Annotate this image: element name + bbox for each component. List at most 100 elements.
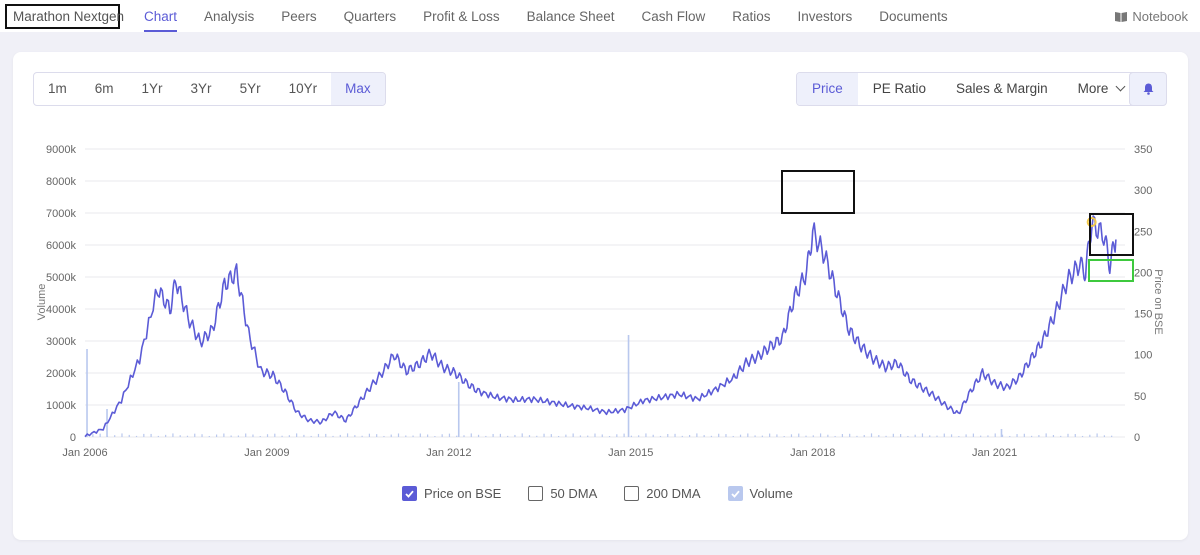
notebook-link[interactable]: Notebook [1115,9,1188,24]
volume-bar [980,435,982,437]
legend-50-dma[interactable]: 50 DMA [528,486,597,501]
tab-balance-sheet[interactable]: Balance Sheet [526,9,615,24]
volume-bar [936,435,938,437]
range-1m[interactable]: 1m [48,81,67,96]
volume-bar [769,433,771,437]
company-name[interactable]: Marathon Nextgen [5,4,124,29]
x-tick-label: Jan 2009 [244,447,289,459]
volume-bar [812,435,814,437]
volume-bar [281,435,283,437]
volume-bar [776,434,778,437]
y-left-tick-label: 3000k [46,336,76,348]
legend-label: Price on BSE [424,486,502,501]
volume-bar [383,435,385,437]
volume-bar [929,435,931,437]
y-left-tick-label: 4000k [46,304,76,316]
y-right-tick-label: 200 [1134,267,1152,279]
tab-cash-flow[interactable]: Cash Flow [641,9,706,24]
volume-bar [412,435,414,437]
volume-bar [710,435,713,437]
range-1yr[interactable]: 1Yr [141,81,163,96]
volume-bar [427,434,429,437]
volume-bar [972,433,974,437]
volume-bar [405,435,407,437]
volume-bar [572,433,574,437]
legend-volume[interactable]: Volume [727,486,793,501]
price-chart[interactable]: 0 1000k 2000k 3000k 4000k 5000k 6000k 7000k 8000… [0,130,1200,475]
volume-bar [725,434,727,437]
tab-quarters[interactable]: Quarters [343,9,397,24]
y-left-tick-label: 9000k [46,144,76,156]
x-tick-label: Jan 2012 [426,447,471,459]
volume-bar [1067,433,1069,437]
volume-bar [943,433,945,437]
volume-bar [674,433,676,437]
top-navigation: Marathon Nextgen Chart Analysis Peers Qu… [0,0,1200,32]
volume-bar [368,433,371,437]
tab-profit-loss[interactable]: Profit & Loss [423,9,500,24]
volume-bar [863,435,865,437]
volume-bar [245,433,247,437]
legend-label: 50 DMA [550,486,598,501]
volume-bar [354,435,356,437]
volume-bar [579,435,582,437]
volume-bar [688,434,691,437]
volume-bar [958,435,960,437]
volume-bar [747,433,749,437]
volume-bar [339,434,341,437]
section-tabs: Chart Analysis Peers Quarters Profit & L… [144,0,975,32]
legend-200-dma[interactable]: 200 DMA [624,486,701,501]
volume-bar [1081,435,1084,437]
tab-ratios[interactable]: Ratios [732,9,771,24]
metric-pe-ratio[interactable]: PE Ratio [872,81,927,96]
volume-bar [1111,435,1113,437]
volume-bar [870,433,873,437]
x-tick-label: Jan 2015 [608,447,653,459]
volume-bar [397,433,400,437]
volume-bar [208,435,210,437]
metric-more-dropdown[interactable]: More [1063,73,1140,105]
highlight-box-recent-support [1088,259,1134,282]
volume-bar [645,433,647,437]
metric-sales-margin[interactable]: Sales & Margin [956,81,1048,96]
range-3yr[interactable]: 3Yr [190,81,212,96]
range-5yr[interactable]: 5Yr [239,81,261,96]
tab-documents[interactable]: Documents [879,9,948,24]
tab-investors[interactable]: Investors [797,9,853,24]
highlight-box-peak-2018 [781,170,855,214]
volume-bar [179,435,181,437]
y-right-tick-label: 100 [1134,350,1152,362]
volume-bar [114,435,116,437]
volume-bar [739,434,742,437]
metric-price[interactable]: Price [797,73,858,105]
notebook-icon [1115,12,1128,22]
volume-bar [165,434,167,437]
volume-bar [1103,435,1105,437]
volume-bar [477,434,480,437]
volume-bar [186,435,189,437]
volume-bar [827,434,829,437]
volume-bar [172,433,174,437]
volume-bar [121,433,123,437]
range-10yr[interactable]: 10Yr [288,81,318,96]
tab-chart[interactable]: Chart [144,0,178,32]
volume-bar [543,433,545,437]
checkbox-checked-icon [727,486,743,501]
range-6m[interactable]: 6m [94,81,114,96]
volume-bar [376,434,378,437]
volume-bar [1016,434,1018,437]
legend-price-on-bse[interactable]: Price on BSE [402,486,501,501]
range-max[interactable]: Max [331,73,385,105]
tab-analysis[interactable]: Analysis [204,9,255,24]
alert-button[interactable] [1129,72,1167,106]
volume-bar [652,434,654,437]
peak-marker [1086,217,1097,228]
chevron-down-icon [1115,81,1126,92]
volume-bar [659,435,662,437]
volume-bar [237,435,240,437]
volume-bar [521,433,523,437]
volume-bar [1023,433,1025,437]
tab-peers[interactable]: Peers [281,9,317,24]
volume-bar [457,382,460,437]
volume-bar [303,434,305,437]
